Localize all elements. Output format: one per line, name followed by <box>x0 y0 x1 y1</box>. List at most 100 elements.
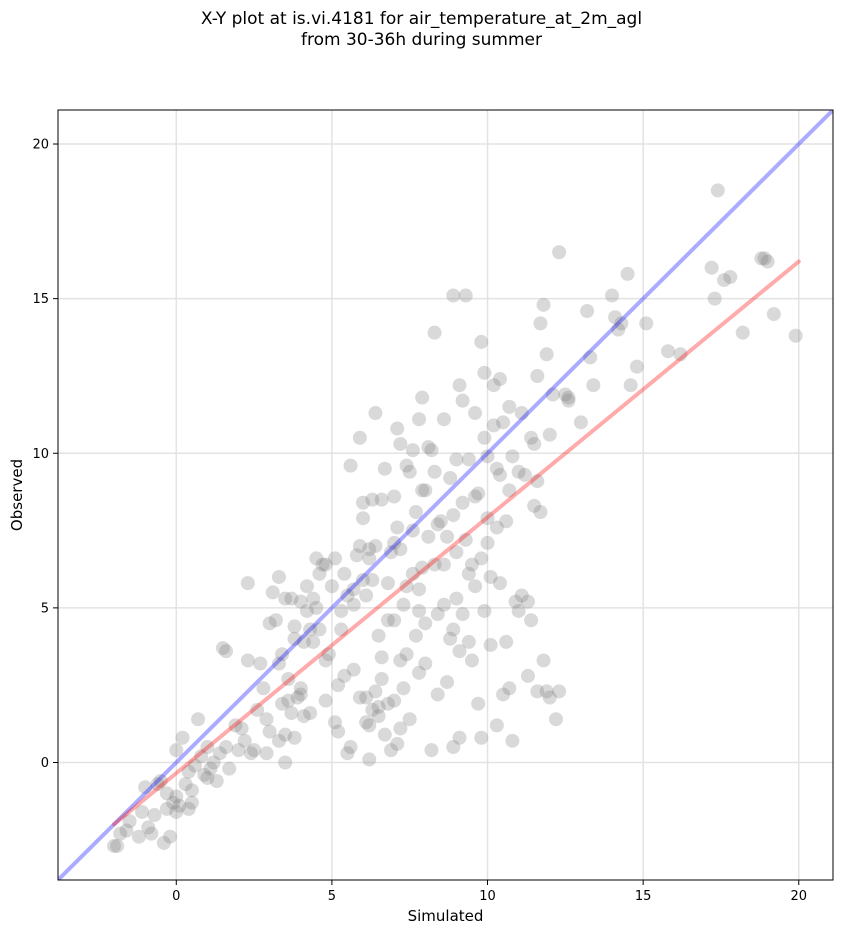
data-point <box>483 637 498 652</box>
data-point <box>427 464 442 479</box>
data-point <box>754 251 769 266</box>
data-point <box>468 489 483 504</box>
data-point <box>287 619 302 634</box>
data-point <box>552 684 567 699</box>
data-point <box>418 483 433 498</box>
data-point <box>299 603 314 618</box>
data-point <box>461 634 476 649</box>
data-point <box>262 616 277 631</box>
data-point <box>710 183 725 198</box>
data-point <box>502 483 517 498</box>
data-point <box>393 542 408 557</box>
data-point <box>278 591 293 606</box>
data-point <box>169 804 184 819</box>
data-point <box>365 702 380 717</box>
data-point <box>427 557 442 572</box>
data-point <box>346 662 361 677</box>
data-point <box>455 495 470 510</box>
data-point <box>362 718 377 733</box>
data-point <box>312 566 327 581</box>
data-point <box>278 727 293 742</box>
data-point <box>290 690 305 705</box>
data-point <box>178 777 193 792</box>
data-point <box>449 452 464 467</box>
grid <box>58 110 833 880</box>
data-point <box>337 668 352 683</box>
data-point <box>561 393 576 408</box>
data-point <box>661 344 676 359</box>
data-point <box>131 829 146 844</box>
data-point <box>169 789 184 804</box>
data-point <box>605 288 620 303</box>
data-point <box>766 307 781 322</box>
data-point <box>318 693 333 708</box>
data-point <box>231 743 246 758</box>
data-point <box>377 727 392 742</box>
data-point <box>135 804 150 819</box>
data-point <box>430 607 445 622</box>
data-point <box>517 467 532 482</box>
data-point <box>446 508 461 523</box>
data-point <box>499 514 514 529</box>
data-point <box>352 539 367 554</box>
data-point <box>421 529 436 544</box>
data-point <box>215 641 230 656</box>
data-point <box>144 826 159 841</box>
data-point <box>110 838 125 853</box>
data-point <box>256 681 271 696</box>
data-point <box>390 421 405 436</box>
data-point <box>760 254 775 269</box>
data-point <box>408 505 423 520</box>
data-point <box>113 826 128 841</box>
data-point <box>377 461 392 476</box>
data-point <box>527 498 542 513</box>
data-point <box>184 783 199 798</box>
data-point <box>502 399 517 414</box>
data-point <box>352 430 367 445</box>
data-point <box>471 486 486 501</box>
data-point <box>580 304 595 319</box>
data-point <box>281 693 296 708</box>
data-point <box>464 557 479 572</box>
data-point <box>380 576 395 591</box>
data-point <box>359 715 374 730</box>
data-point <box>287 631 302 646</box>
data-point <box>415 483 430 498</box>
data-point <box>468 406 483 421</box>
data-point <box>318 653 333 668</box>
data-point <box>306 634 321 649</box>
data-point <box>343 740 358 755</box>
data-point <box>707 291 722 306</box>
data-point <box>489 520 504 535</box>
data-point <box>187 758 202 773</box>
data-point <box>219 740 234 755</box>
y-tick-label: 10 <box>32 447 49 462</box>
data-point <box>415 560 430 575</box>
data-point <box>107 838 122 853</box>
data-point <box>608 310 623 325</box>
data-point <box>558 387 573 402</box>
data-point <box>147 808 162 823</box>
data-point <box>464 653 479 668</box>
data-point <box>247 743 262 758</box>
data-point <box>299 579 314 594</box>
data-point <box>396 681 411 696</box>
plot-frame <box>57 109 834 881</box>
x-tick-label: 5 <box>328 889 336 904</box>
data-point <box>334 603 349 618</box>
data-point <box>349 548 364 563</box>
y-tick-label: 15 <box>32 292 49 307</box>
data-point <box>281 671 296 686</box>
data-point <box>461 566 476 581</box>
data-point <box>172 798 187 813</box>
data-point <box>387 693 402 708</box>
data-point <box>446 740 461 755</box>
data-point <box>430 687 445 702</box>
data-point <box>433 514 448 529</box>
x-tick-label: 0 <box>172 889 180 904</box>
data-point <box>412 665 427 680</box>
data-point <box>150 777 165 792</box>
data-point <box>200 770 215 785</box>
data-point <box>527 436 542 451</box>
data-point <box>368 539 383 554</box>
